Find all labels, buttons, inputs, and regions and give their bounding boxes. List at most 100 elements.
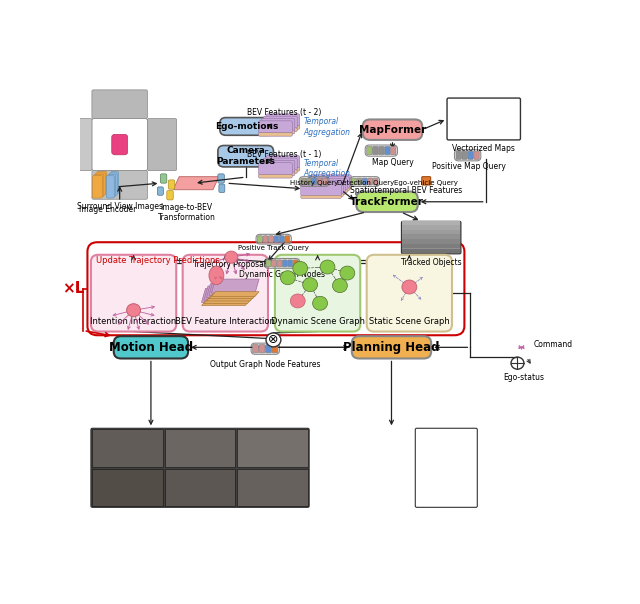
Bar bbox=[403, 239, 460, 243]
Circle shape bbox=[332, 278, 348, 292]
Text: Detection Query: Detection Query bbox=[337, 180, 394, 186]
FancyBboxPatch shape bbox=[266, 344, 271, 353]
FancyBboxPatch shape bbox=[303, 193, 344, 197]
FancyBboxPatch shape bbox=[92, 90, 147, 118]
Polygon shape bbox=[204, 286, 252, 300]
Text: Intention Interaction: Intention Interaction bbox=[90, 317, 177, 326]
FancyBboxPatch shape bbox=[282, 260, 287, 267]
FancyBboxPatch shape bbox=[259, 121, 292, 133]
Bar bbox=[237, 429, 308, 467]
FancyBboxPatch shape bbox=[219, 184, 225, 193]
FancyBboxPatch shape bbox=[301, 195, 341, 199]
Text: Update Trajectory Predictions: Update Trajectory Predictions bbox=[96, 256, 220, 265]
Polygon shape bbox=[211, 292, 259, 297]
FancyBboxPatch shape bbox=[266, 156, 300, 168]
Bar bbox=[164, 429, 236, 467]
FancyBboxPatch shape bbox=[261, 130, 295, 134]
FancyBboxPatch shape bbox=[218, 146, 273, 167]
FancyBboxPatch shape bbox=[312, 178, 317, 185]
FancyBboxPatch shape bbox=[253, 344, 259, 353]
Polygon shape bbox=[204, 298, 252, 303]
FancyBboxPatch shape bbox=[367, 146, 372, 155]
FancyBboxPatch shape bbox=[111, 172, 118, 194]
FancyBboxPatch shape bbox=[259, 175, 292, 178]
FancyBboxPatch shape bbox=[92, 170, 147, 199]
Bar bbox=[92, 469, 163, 506]
FancyBboxPatch shape bbox=[285, 236, 290, 243]
Text: Image-to-BEV
Transformation: Image-to-BEV Transformation bbox=[157, 203, 216, 222]
FancyBboxPatch shape bbox=[474, 151, 479, 159]
Circle shape bbox=[340, 266, 355, 280]
FancyBboxPatch shape bbox=[259, 132, 292, 136]
Polygon shape bbox=[173, 176, 219, 190]
FancyBboxPatch shape bbox=[92, 176, 102, 198]
FancyBboxPatch shape bbox=[301, 184, 341, 196]
Text: BEV Features (t - 1): BEV Features (t - 1) bbox=[247, 150, 321, 158]
Text: Static Scene Graph: Static Scene Graph bbox=[369, 317, 450, 326]
Circle shape bbox=[312, 297, 328, 310]
FancyBboxPatch shape bbox=[91, 428, 309, 507]
Polygon shape bbox=[211, 279, 259, 293]
FancyBboxPatch shape bbox=[167, 191, 173, 200]
Circle shape bbox=[225, 251, 237, 263]
FancyBboxPatch shape bbox=[401, 221, 461, 254]
Text: MapFormer: MapFormer bbox=[359, 124, 426, 135]
FancyBboxPatch shape bbox=[317, 178, 322, 185]
Circle shape bbox=[266, 333, 281, 347]
FancyBboxPatch shape bbox=[308, 176, 349, 188]
Circle shape bbox=[320, 260, 335, 274]
Circle shape bbox=[402, 280, 417, 294]
Text: BEV Features (t - 2): BEV Features (t - 2) bbox=[247, 108, 321, 117]
FancyBboxPatch shape bbox=[351, 178, 356, 185]
FancyBboxPatch shape bbox=[274, 236, 279, 243]
Text: Surround View Images: Surround View Images bbox=[77, 202, 163, 211]
Bar bbox=[237, 469, 308, 506]
FancyBboxPatch shape bbox=[468, 151, 474, 159]
FancyBboxPatch shape bbox=[263, 236, 268, 243]
FancyBboxPatch shape bbox=[356, 191, 418, 212]
Text: Dynamic Graph Nodes: Dynamic Graph Nodes bbox=[239, 269, 325, 278]
Text: Positive Track Query: Positive Track Query bbox=[238, 245, 309, 251]
FancyBboxPatch shape bbox=[266, 126, 300, 129]
FancyBboxPatch shape bbox=[220, 118, 273, 135]
Circle shape bbox=[291, 294, 305, 308]
FancyBboxPatch shape bbox=[306, 178, 311, 185]
FancyBboxPatch shape bbox=[264, 116, 297, 128]
FancyBboxPatch shape bbox=[280, 236, 284, 243]
FancyBboxPatch shape bbox=[362, 178, 367, 185]
Bar bbox=[403, 221, 460, 225]
Bar bbox=[403, 225, 460, 230]
Bar bbox=[164, 469, 236, 506]
Circle shape bbox=[303, 278, 317, 292]
Text: Temporal
Aggregation: Temporal Aggregation bbox=[303, 159, 350, 178]
FancyBboxPatch shape bbox=[352, 336, 431, 359]
FancyBboxPatch shape bbox=[218, 174, 225, 183]
FancyBboxPatch shape bbox=[266, 167, 300, 171]
FancyBboxPatch shape bbox=[310, 175, 351, 187]
FancyBboxPatch shape bbox=[456, 151, 461, 159]
Bar bbox=[92, 429, 163, 467]
FancyBboxPatch shape bbox=[373, 178, 378, 185]
FancyBboxPatch shape bbox=[264, 158, 297, 170]
FancyBboxPatch shape bbox=[261, 172, 295, 176]
FancyBboxPatch shape bbox=[277, 260, 282, 267]
FancyBboxPatch shape bbox=[259, 162, 292, 175]
Text: Tracked Objects: Tracked Objects bbox=[401, 257, 461, 266]
FancyBboxPatch shape bbox=[157, 187, 163, 195]
FancyBboxPatch shape bbox=[447, 98, 520, 140]
FancyBboxPatch shape bbox=[266, 114, 300, 126]
FancyBboxPatch shape bbox=[379, 146, 384, 155]
Polygon shape bbox=[202, 288, 249, 303]
FancyBboxPatch shape bbox=[259, 344, 265, 353]
Circle shape bbox=[292, 262, 308, 275]
FancyBboxPatch shape bbox=[385, 146, 390, 155]
Circle shape bbox=[280, 271, 295, 284]
Text: Motion Head: Motion Head bbox=[109, 341, 193, 354]
FancyBboxPatch shape bbox=[264, 170, 297, 173]
Text: Temporal
Aggregation: Temporal Aggregation bbox=[303, 117, 350, 137]
FancyBboxPatch shape bbox=[109, 173, 117, 195]
Polygon shape bbox=[207, 297, 254, 301]
FancyBboxPatch shape bbox=[272, 344, 278, 353]
Bar bbox=[403, 230, 460, 234]
FancyBboxPatch shape bbox=[293, 260, 298, 267]
